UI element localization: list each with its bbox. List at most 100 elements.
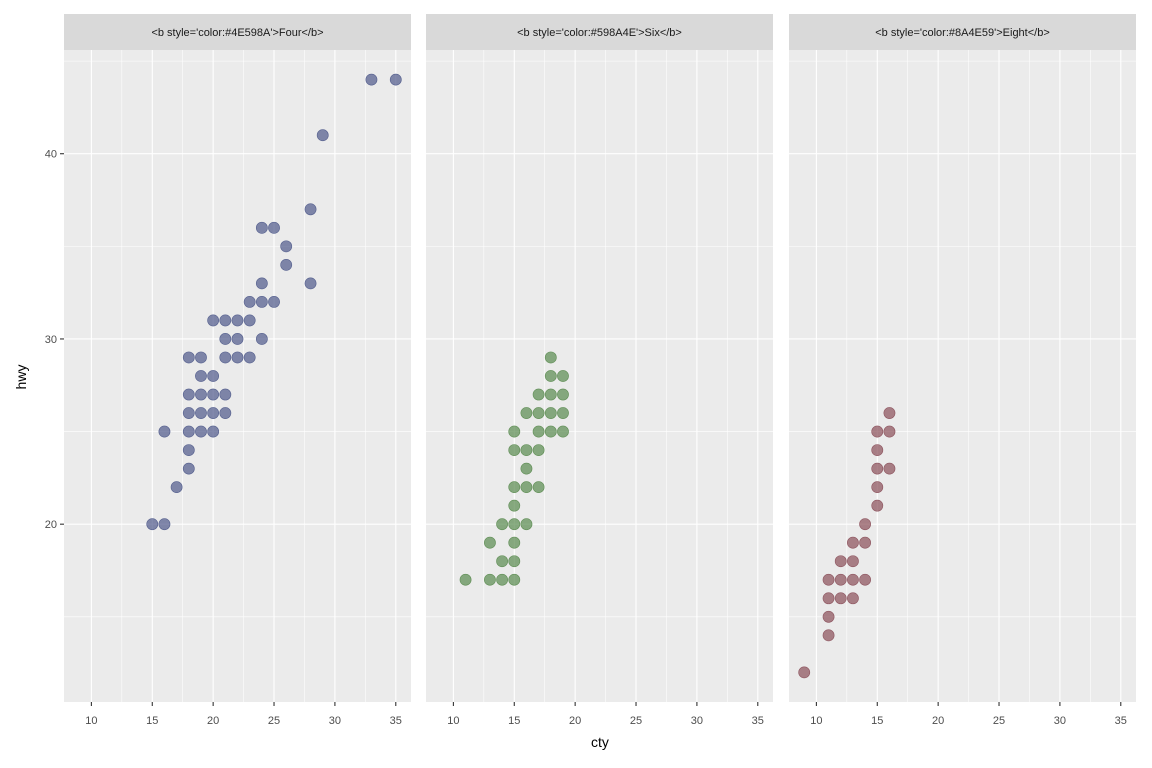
panel-background: [426, 50, 773, 702]
data-point: [520, 518, 533, 531]
x-tick-label: 25: [268, 715, 280, 727]
data-point: [304, 203, 317, 216]
data-point: [219, 407, 232, 419]
data-point: [532, 444, 545, 456]
data-point: [158, 518, 171, 531]
series-points: [459, 351, 569, 586]
data-point: [365, 73, 378, 86]
data-point: [871, 462, 884, 475]
data-point: [544, 370, 557, 382]
x-tick-label: 25: [993, 715, 1005, 727]
data-point: [146, 518, 159, 531]
facet-panel: <b style='color:#598A4E'>Six</b> 10 15 20 25…: [426, 14, 773, 727]
data-point: [207, 407, 220, 419]
data-point: [871, 425, 884, 438]
data-point: [195, 351, 207, 364]
data-point: [834, 573, 847, 586]
data-point: [207, 425, 220, 438]
data-point: [883, 407, 896, 419]
data-point: [544, 351, 557, 364]
data-point: [182, 425, 195, 438]
data-point: [508, 444, 521, 456]
data-point: [316, 129, 329, 142]
data-point: [532, 481, 545, 494]
data-point: [508, 481, 521, 494]
data-point: [304, 277, 317, 290]
series-points: [146, 73, 402, 531]
data-point: [822, 592, 835, 605]
x-tick-label: 20: [569, 715, 581, 727]
x-tick-label: 30: [1054, 715, 1066, 727]
data-point: [389, 73, 402, 86]
data-point: [182, 444, 195, 456]
data-point: [255, 221, 268, 234]
x-tick-label: 35: [752, 715, 764, 727]
panel-background: [789, 50, 1136, 702]
data-point: [520, 481, 533, 494]
data-point: [859, 518, 871, 531]
data-point: [255, 296, 268, 308]
data-point: [520, 462, 533, 475]
data-point: [847, 573, 859, 586]
data-point: [219, 333, 232, 345]
x-tick-label: 30: [691, 715, 703, 727]
x-tick-label: 35: [1115, 715, 1127, 727]
data-point: [520, 444, 533, 456]
data-point: [822, 610, 835, 623]
data-point: [207, 370, 220, 382]
data-point: [255, 333, 268, 345]
data-point: [459, 573, 472, 586]
data-point: [847, 555, 859, 568]
y-tick-label: 20: [45, 519, 57, 531]
data-point: [532, 388, 545, 401]
x-tick-label: 10: [447, 715, 459, 727]
data-point: [859, 536, 871, 549]
facet-strip-label: <b style='color:#4E598A'>Four</b>: [151, 27, 323, 39]
data-point: [182, 407, 195, 419]
data-point: [280, 258, 293, 271]
panel-background: [64, 50, 411, 702]
data-point: [508, 555, 521, 568]
data-point: [170, 481, 183, 494]
data-point: [182, 462, 195, 475]
data-point: [207, 314, 220, 327]
data-point: [182, 351, 195, 364]
y-axis: 20 30 40: [45, 149, 64, 531]
data-point: [859, 573, 871, 586]
data-point: [557, 370, 569, 382]
data-point: [798, 666, 811, 679]
facet-strip: [426, 14, 773, 50]
x-tick-label: 10: [810, 715, 822, 727]
data-point: [496, 573, 508, 586]
data-point: [822, 573, 835, 586]
data-point: [557, 388, 569, 401]
data-point: [243, 314, 256, 327]
data-point: [268, 296, 280, 308]
data-point: [231, 314, 244, 327]
facet-panel: <b style='color:#4E598A'>Four</b> 10 15 20 2…: [64, 14, 411, 727]
data-point: [195, 425, 207, 438]
facet-strip-label: <b style='color:#8A4E59'>Eight</b>: [875, 27, 1050, 39]
y-tick-label: 40: [45, 149, 57, 161]
data-point: [195, 370, 207, 382]
data-point: [508, 499, 521, 512]
facets-layer: <b style='color:#4E598A'>Four</b> 10 15 20 2…: [64, 14, 1136, 727]
data-point: [207, 388, 220, 401]
data-point: [219, 314, 232, 327]
data-point: [871, 499, 884, 512]
data-point: [834, 555, 847, 568]
data-point: [231, 333, 244, 345]
data-point: [255, 277, 268, 290]
facet-strip-label: <b style='color:#598A4E'>Six</b>: [517, 27, 682, 39]
data-point: [219, 388, 232, 401]
data-point: [834, 592, 847, 605]
data-point: [231, 351, 244, 364]
data-point: [243, 296, 256, 308]
data-point: [520, 407, 533, 419]
y-axis-title: hwy: [13, 365, 29, 390]
data-point: [496, 518, 508, 531]
x-tick-label: 15: [508, 715, 520, 727]
facet-strip: [789, 14, 1136, 50]
data-point: [496, 555, 508, 568]
data-point: [847, 536, 859, 549]
